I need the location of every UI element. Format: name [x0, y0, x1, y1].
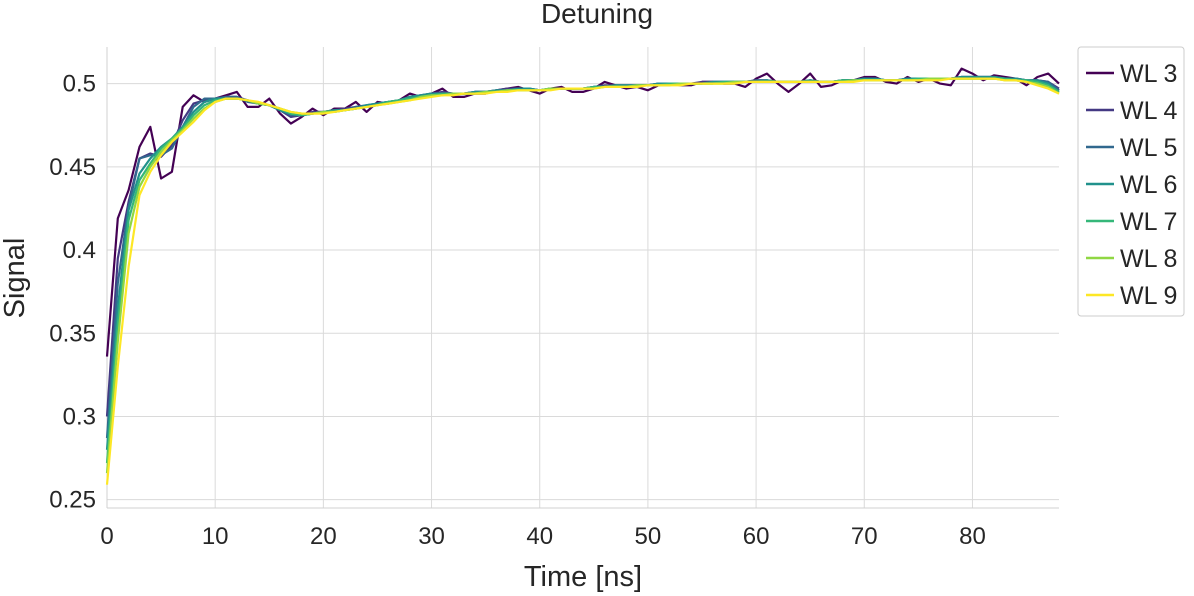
- legend-box: [1077, 46, 1185, 317]
- y-tick-label: 0.5: [63, 71, 96, 98]
- axes: [106, 47, 1059, 509]
- x-tick-label: 40: [526, 523, 553, 550]
- x-tick-label: 30: [418, 523, 445, 550]
- x-tick-label: 10: [202, 523, 229, 550]
- series-line-wl-5: [105, 75, 1060, 439]
- tick-labels: 0 10 20 30 40 50 60 70 80 0.25 0.3 0.35 0.4 0.45 0.5: [49, 71, 986, 550]
- legend-label: WL 3: [1120, 60, 1177, 88]
- legend-label: WL 4: [1120, 97, 1178, 125]
- legend-label: WL 7: [1120, 208, 1177, 236]
- grid: [106, 47, 1059, 508]
- x-tick-label: 80: [959, 523, 986, 550]
- legend-label: WL 6: [1120, 171, 1177, 199]
- series-line-wl-6: [105, 75, 1060, 450]
- x-tick-label: 60: [743, 523, 770, 550]
- y-tick-label: 0.45: [49, 154, 96, 181]
- x-tick-label: 0: [100, 523, 113, 550]
- y-axis-title: Signal: [0, 238, 31, 319]
- y-tick-label: 0.35: [49, 320, 96, 347]
- y-tick-label: 0.4: [63, 237, 96, 264]
- legend-label: WL 8: [1120, 245, 1177, 273]
- series-line-wl-4: [105, 75, 1060, 417]
- series-line-wl-3: [105, 67, 1060, 357]
- x-tick-label: 70: [851, 523, 878, 550]
- legend-label: WL 9: [1120, 282, 1177, 310]
- x-tick-label: 20: [310, 523, 337, 550]
- series-lines: [105, 67, 1060, 485]
- series-line-wl-9: [105, 77, 1060, 485]
- series-line-wl-8: [105, 77, 1060, 474]
- y-tick-label: 0.3: [63, 403, 96, 430]
- x-axis-title: Time [ns]: [524, 561, 642, 593]
- chart-title: Detuning: [541, 0, 653, 29]
- legend: WL 3 WL 4 WL 5 WL 6 WL 7 WL 8 WL 9: [1077, 46, 1185, 317]
- x-tick-label: 50: [635, 523, 662, 550]
- y-tick-label: 0.25: [49, 487, 96, 514]
- legend-label: WL 5: [1120, 134, 1177, 162]
- series-line-wl-7: [105, 77, 1060, 464]
